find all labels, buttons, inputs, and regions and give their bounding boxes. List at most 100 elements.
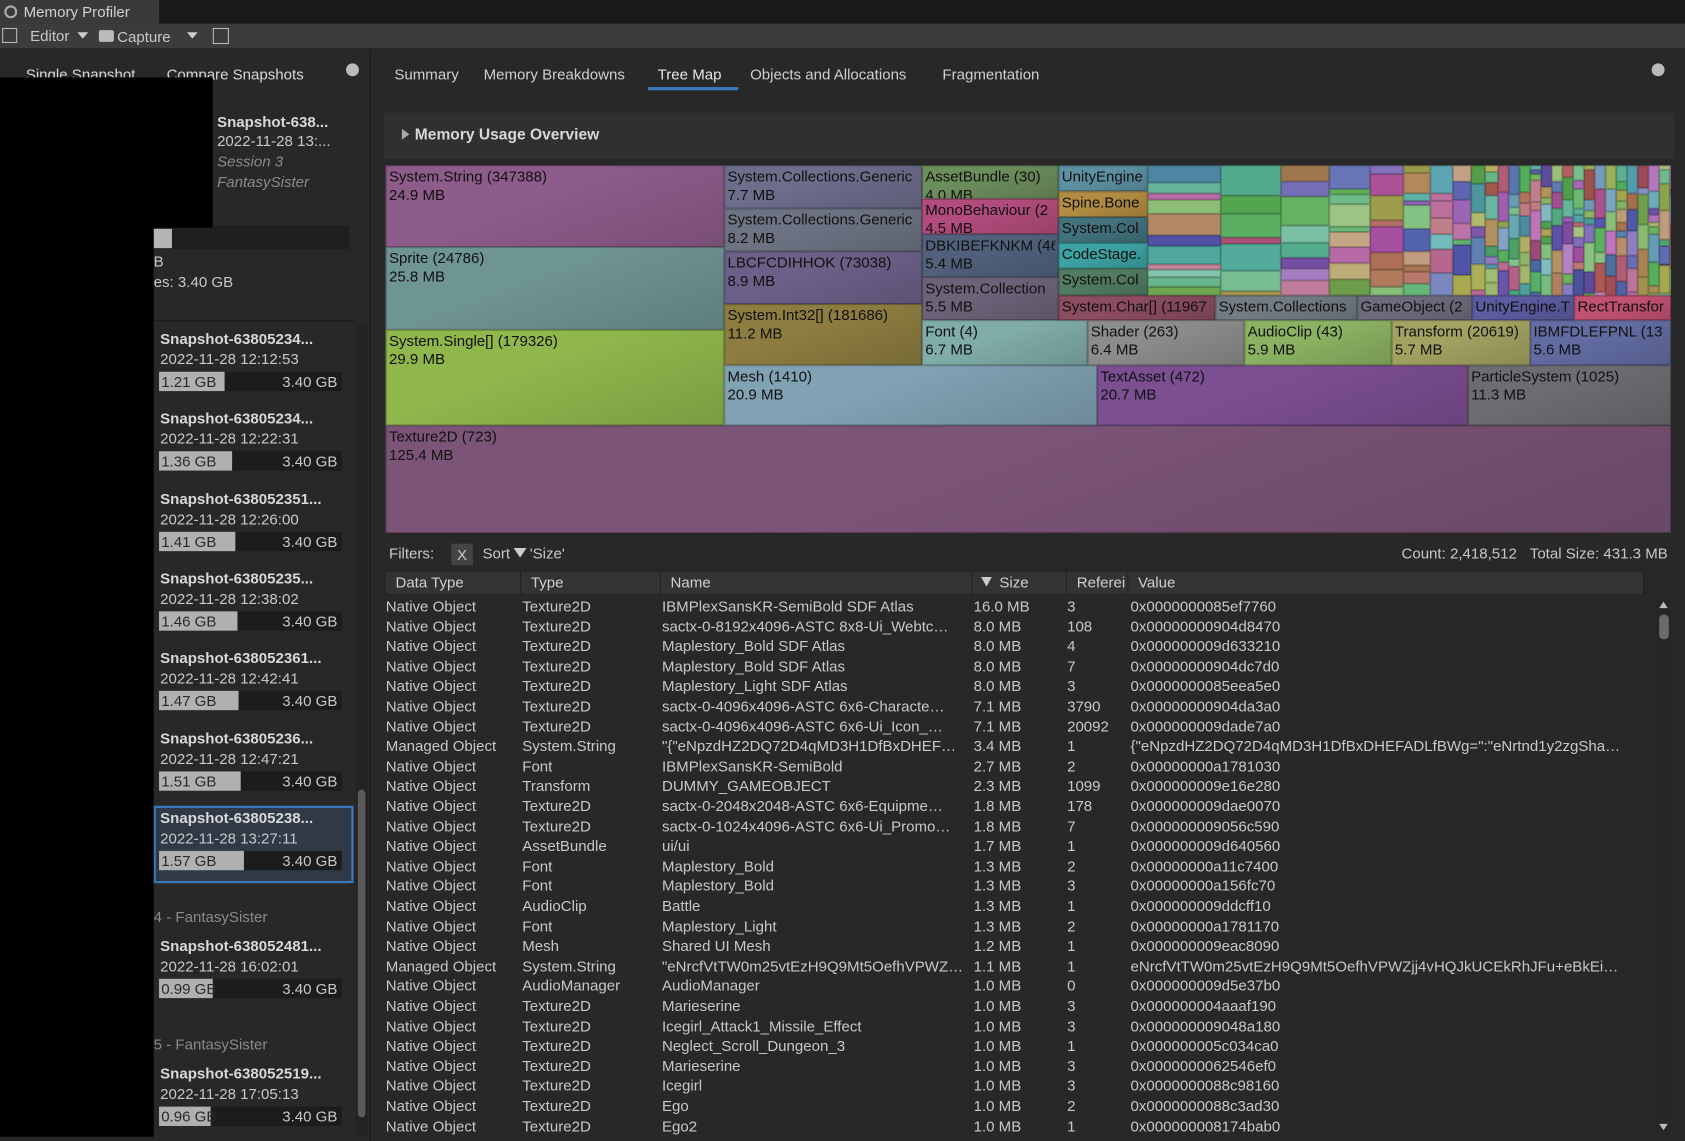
- treemap-cell[interactable]: IBMFDLEFPNL (13 5.6 MB: [1530, 320, 1671, 365]
- treemap-cell[interactable]: System.Single[] (179326) 29.9 MB: [386, 330, 724, 426]
- view-tab[interactable]: Fragmentation: [942, 65, 1040, 83]
- treemap-cell[interactable]: Spine.Bone: [1058, 191, 1147, 217]
- treemap-cell[interactable]: System.Col: [1058, 217, 1147, 243]
- table-cell: Native Object: [385, 837, 477, 855]
- treemap-cell[interactable]: System.Collections.Generic 8.2 MB: [724, 208, 922, 251]
- treemap-cell[interactable]: CodeStage.: [1058, 243, 1147, 269]
- view-tab[interactable]: Memory Breakdowns: [483, 65, 625, 83]
- clear-filter[interactable]: X: [451, 543, 473, 566]
- dropdown-arrow[interactable]: [186, 32, 198, 39]
- treemap-cell[interactable]: System.Collections.Generic 7.7 MB: [724, 165, 922, 208]
- treemap-cell-small: [1626, 193, 1638, 210]
- treemap-cell[interactable]: Shader (263) 6.4 MB: [1087, 320, 1244, 365]
- treemap-cell-small: [1485, 282, 1498, 296]
- cell-label: IBMFDLEFPNL (13: [1533, 322, 1663, 340]
- treemap-cell-small: [1403, 283, 1431, 296]
- column-header[interactable]: [521, 571, 661, 595]
- treemap-cell[interactable]: GameObject (2: [1357, 295, 1472, 320]
- table-cell: Texture2D: [522, 697, 591, 715]
- view-tab[interactable]: Summary: [394, 65, 459, 83]
- table-cell: Maplestory_Bold: [661, 877, 775, 895]
- treemap-cell[interactable]: Sprite (24786) 25.8 MB: [386, 247, 724, 330]
- table-cell: 7.1 MB: [973, 717, 1022, 735]
- table-cell: 1: [1067, 837, 1076, 855]
- table-cell: Native Object: [385, 1076, 477, 1095]
- treemap-cell-small: [1605, 254, 1617, 277]
- table-cell: Native Object: [385, 937, 477, 955]
- treemap-cell-small: [1452, 239, 1471, 245]
- treemap-cell[interactable]: DBKIBEFKNKM (46 5.4 MB: [922, 234, 1058, 277]
- sort-label[interactable]: Sort: [482, 544, 511, 562]
- cell-size: 8.2 MB: [727, 228, 776, 247]
- treemap-cell-small: [1616, 165, 1627, 182]
- treemap-cell-small: [1573, 269, 1584, 296]
- column-header[interactable]: [973, 571, 1068, 595]
- usage-bar-fill: [159, 371, 225, 392]
- treemap-cell[interactable]: System.Collection 5.5 MB: [922, 277, 1058, 320]
- usage-used: 1.21 GB: [161, 372, 217, 391]
- column-header[interactable]: [661, 571, 973, 595]
- treemap-cell-small: [1329, 189, 1371, 194]
- treemap-cell[interactable]: Texture2D (723) 125.4 MB: [386, 425, 1671, 532]
- treemap-cell[interactable]: System.Int32[] (181686) 11.2 MB: [724, 304, 922, 365]
- treemap-cell[interactable]: UnityEngine: [1058, 165, 1147, 191]
- treemap-cell-small: [1540, 203, 1552, 222]
- session-header: 4 - FantasySister: [153, 907, 268, 926]
- treemap-cell[interactable]: Font (4) 6.7 MB: [922, 320, 1087, 365]
- treemap-cell[interactable]: Transform (20619) 5.7 MB: [1392, 320, 1531, 365]
- snapshot-name: Snapshot-638052481...: [160, 936, 322, 955]
- table-cell: 1.0 MB: [973, 977, 1022, 995]
- column-header[interactable]: [386, 571, 522, 595]
- view-tab[interactable]: Objects and Allocations: [750, 65, 907, 83]
- scrollbar-thumb[interactable]: [1659, 614, 1669, 640]
- toolbar: [0, 23, 1685, 50]
- treemap-cell[interactable]: ParticleSystem (1025) 11.3 MB: [1468, 365, 1671, 425]
- table-cell: {"eNpzdHZ2DQ72D4qMD3H1DfBxDHEFADLfBWg=":…: [1130, 737, 1621, 755]
- treemap-cell-small: [1485, 195, 1498, 219]
- usage-used: 0.96 GB: [161, 1107, 217, 1125]
- import-button[interactable]: [212, 27, 229, 45]
- treemap-cell[interactable]: System.Collections: [1215, 295, 1357, 320]
- cell-size: 25.8 MB: [389, 267, 446, 285]
- treemap-cell-small: [1669, 289, 1671, 296]
- snapshot-name: Snapshot-63805236...: [160, 729, 314, 747]
- treemap-cell[interactable]: RectTransfor: [1574, 295, 1671, 320]
- treemap-cell[interactable]: TextAsset (472) 20.7 MB: [1097, 365, 1468, 425]
- table-cell: Texture2D: [522, 1096, 591, 1115]
- table-cell: 1.7 MB: [973, 837, 1022, 855]
- table-cell: Native Object: [385, 997, 477, 1015]
- treemap-cell-small: [1540, 228, 1552, 237]
- expand-arrow[interactable]: [401, 128, 410, 140]
- cell-label: Transform (20619): [1394, 322, 1519, 340]
- table-cell: Native Object: [385, 697, 477, 715]
- capture-button[interactable]: Capture: [117, 27, 171, 46]
- treemap-cell-small: [1329, 279, 1371, 296]
- column-header[interactable]: [1067, 571, 1129, 595]
- table-cell: Texture2D: [522, 677, 591, 695]
- treemap-cell[interactable]: System.String (347388) 24.9 MB: [386, 165, 724, 247]
- column-header[interactable]: [1128, 571, 1645, 595]
- treemap-cell[interactable]: Mesh (1410) 20.9 MB: [724, 365, 1097, 425]
- treemap-cell[interactable]: AudioClip (43) 5.9 MB: [1244, 320, 1391, 365]
- scroll-up[interactable]: [1659, 601, 1668, 609]
- table-cell: 0x0000000085ef7760: [1130, 597, 1277, 615]
- sidebar-toggle[interactable]: [2, 27, 18, 43]
- scroll-down[interactable]: [1659, 1123, 1668, 1131]
- treemap-cell[interactable]: UnityEngine.T: [1472, 295, 1574, 320]
- cell-label: System.Col: [1061, 219, 1139, 237]
- treemap-cell-small: [1659, 239, 1670, 246]
- cell-size: 4.0 MB: [925, 185, 973, 199]
- treemap-cell[interactable]: MonoBehaviour (2 4.5 MB: [922, 199, 1058, 234]
- editor-dropdown[interactable]: Editor: [30, 26, 70, 45]
- treemap-cell-small: [1573, 180, 1584, 190]
- treemap-cell[interactable]: LBCFCDIHHOK (73038) 8.9 MB: [724, 251, 922, 304]
- view-tab[interactable]: Tree Map: [657, 65, 722, 83]
- treemap-cell[interactable]: System.Char[] (11967: [1058, 295, 1215, 320]
- treemap-cell-small: [1626, 255, 1638, 269]
- scrollbar-thumb[interactable]: [357, 789, 366, 1118]
- table-cell: Font: [522, 757, 553, 775]
- treemap-cell-small: [1659, 245, 1670, 265]
- treemap-cell[interactable]: System.Col: [1058, 269, 1147, 296]
- treemap-cell[interactable]: AssetBundle (30) 4.0 MB: [922, 165, 1058, 199]
- treemap-cell-small: [1280, 196, 1330, 226]
